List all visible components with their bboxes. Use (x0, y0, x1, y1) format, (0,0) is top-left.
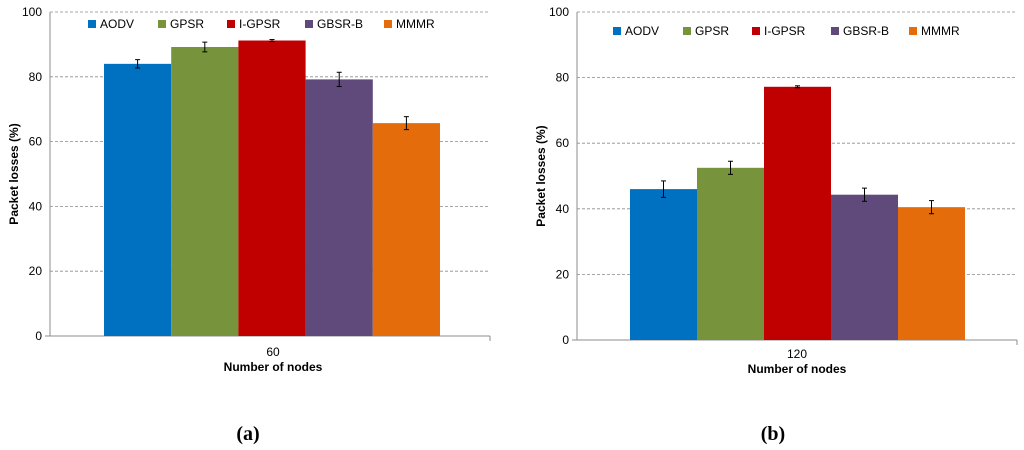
bar-gpsr (171, 46, 239, 336)
panel-label: (b) (761, 423, 785, 445)
y-tick-label: 0 (35, 329, 42, 343)
y-tick-label: 100 (22, 5, 42, 19)
legend-label: MMMR (921, 24, 960, 38)
legend-swatch-aodv (613, 27, 621, 35)
y-tick-label: 20 (29, 264, 43, 278)
legend-label: I-GPSR (764, 24, 806, 38)
bar-mmmr (898, 207, 965, 340)
legend-label: GPSR (170, 17, 204, 31)
bar-i-gpsr (764, 86, 831, 340)
bar-gbsr-b (831, 194, 898, 340)
legend-swatch-mmmr (909, 27, 917, 35)
bar-aodv (630, 189, 697, 340)
legend-swatch-mmmr (384, 20, 392, 28)
y-tick-label: 40 (556, 202, 570, 216)
y-tick-label: 100 (549, 5, 569, 19)
x-axis-title: Number of nodes (224, 360, 323, 374)
legend-label: AODV (100, 17, 134, 31)
legend-swatch-gpsr (158, 20, 166, 28)
y-axis-title: Packet losses (%) (7, 123, 21, 224)
y-tick-label: 40 (29, 199, 43, 213)
x-tick-label: 120 (787, 347, 807, 361)
legend-swatch-i-gpsr (227, 20, 235, 28)
chart-panel-b: 0 20 40 60 80 100 AODV GPSR I-GPSR GBSR-B MMMR 120N… (534, 5, 1018, 445)
legend-label: GBSR-B (317, 17, 363, 31)
bar-gpsr (697, 167, 764, 340)
y-tick-label: 80 (29, 70, 43, 84)
x-axis-title: Number of nodes (748, 362, 847, 376)
y-tick-label: 80 (556, 71, 570, 85)
legend-label: I-GPSR (239, 17, 281, 31)
bar-gbsr-b (305, 79, 373, 336)
legend-label: AODV (625, 24, 659, 38)
y-tick-label: 60 (556, 136, 570, 150)
legend-swatch-i-gpsr (752, 27, 760, 35)
legend-label: GBSR-B (843, 24, 889, 38)
legend-swatch-aodv (88, 20, 96, 28)
y-tick-label: 0 (562, 333, 569, 347)
bar-mmmr (372, 123, 440, 336)
y-axis-title: Packet losses (%) (534, 125, 548, 226)
legend-label: MMMR (396, 17, 435, 31)
panel-label: (a) (236, 423, 259, 445)
legend-swatch-gbsr-b (831, 27, 839, 35)
y-tick-label: 20 (556, 267, 570, 281)
x-tick-label: 60 (266, 345, 280, 359)
legend-swatch-gpsr (683, 27, 691, 35)
legend-label: GPSR (695, 24, 729, 38)
bar-aodv (104, 63, 172, 337)
legend-swatch-gbsr-b (305, 20, 313, 28)
bar-i-gpsr (238, 40, 306, 337)
y-tick-label: 60 (29, 135, 43, 149)
